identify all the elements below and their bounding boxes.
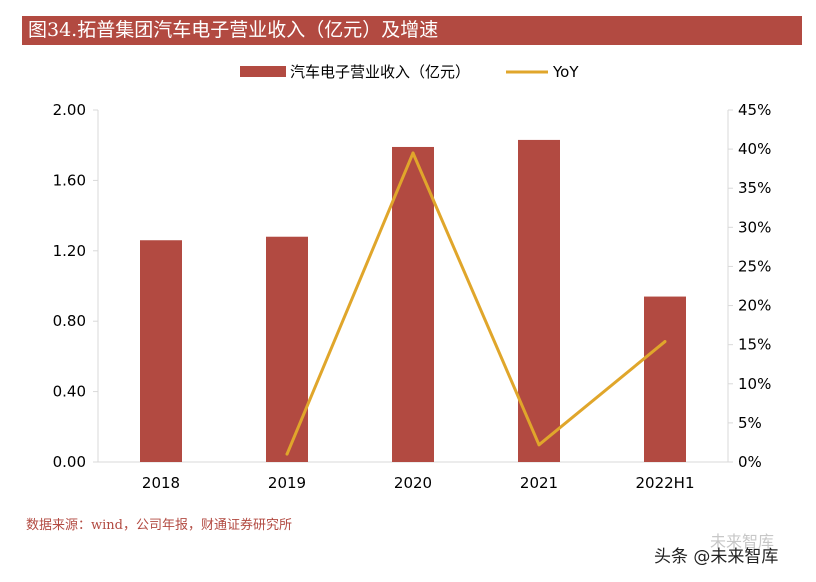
x-tick-label: 2021	[520, 474, 558, 492]
legend-bar-label: 汽车电子营业收入（亿元）	[290, 63, 470, 81]
y-left-tick-label: 2.00	[53, 101, 86, 119]
y-right-tick-label: 40%	[738, 140, 771, 158]
y-right-tick-label: 15%	[738, 336, 771, 354]
y-right-tick-label: 25%	[738, 257, 771, 275]
watermark-faint: 未来智库	[710, 532, 775, 551]
bar	[392, 146, 434, 462]
legend-line-label: YoY	[552, 63, 579, 81]
y-right-tick-label: 10%	[738, 375, 771, 393]
yoy-point	[285, 452, 289, 456]
bar	[140, 240, 182, 462]
y-right-tick-label: 5%	[738, 414, 762, 432]
y-left-tick-label: 0.40	[53, 383, 86, 401]
y-left-tick-label: 0.00	[53, 453, 86, 471]
yoy-point	[411, 151, 415, 155]
y-right-tick-label: 0%	[738, 453, 762, 471]
watermark-text: 头条 @未来智库	[654, 547, 779, 567]
legend-bar-swatch	[240, 66, 286, 77]
y-right-tick-label: 30%	[738, 218, 771, 236]
source-note: 数据来源：wind，公司年报，财通证券研究所	[26, 518, 292, 533]
figure-title: 图34.拓普集团汽车电子营业收入（亿元）及增速	[22, 16, 802, 45]
yoy-line	[285, 151, 666, 455]
y-left-tick-label: 0.80	[53, 312, 86, 330]
bar	[518, 139, 560, 463]
y-right-tick-label: 35%	[738, 179, 771, 197]
y-right-tick-label: 20%	[738, 297, 771, 315]
bar	[644, 296, 686, 462]
yoy-point	[537, 443, 541, 447]
y-left-tick-label: 1.60	[53, 171, 86, 189]
x-tick-label: 2018	[142, 474, 180, 492]
y-right-tick-label: 45%	[738, 101, 771, 119]
yoy-point	[663, 340, 667, 344]
bar	[266, 236, 308, 462]
watermark: 头条 @未来智库	[654, 542, 778, 567]
x-tick-label: 2020	[394, 474, 432, 492]
x-tick-label: 2019	[268, 474, 306, 492]
y-left-tick-label: 1.20	[53, 242, 86, 260]
x-tick-label: 2022H1	[636, 474, 695, 492]
